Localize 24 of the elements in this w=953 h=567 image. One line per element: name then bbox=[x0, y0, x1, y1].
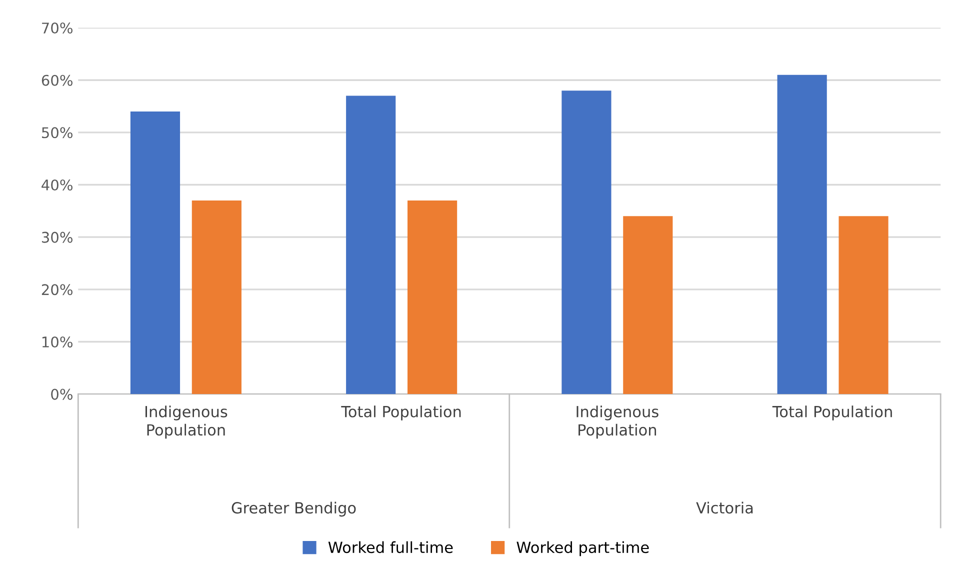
x-tick-label: Indigenous Population bbox=[576, 406, 658, 439]
text: Victoria bbox=[696, 502, 753, 514]
y-tick-label: 70% bbox=[42, 22, 72, 34]
legend-label: Worked part-time bbox=[516, 541, 649, 556]
x-tick-label: Total Population bbox=[341, 406, 461, 420]
bar bbox=[562, 90, 612, 394]
y-tick-label: 20% bbox=[42, 284, 72, 296]
y-tick-label: 60% bbox=[42, 74, 72, 86]
bar bbox=[623, 216, 673, 394]
y-tick-label: 40% bbox=[42, 179, 72, 191]
legend-label: Worked full-time bbox=[328, 541, 453, 554]
bar bbox=[346, 96, 396, 394]
x-tick-label: Total Population bbox=[772, 406, 892, 420]
y-tick-label: 50% bbox=[42, 127, 72, 138]
y-tick-label: 10% bbox=[42, 336, 72, 348]
x-tick-label: Indigenous Population bbox=[146, 406, 228, 439]
y-tick-label: 0% bbox=[51, 388, 72, 400]
bar bbox=[192, 200, 242, 394]
bar bbox=[130, 112, 180, 394]
bar bbox=[408, 200, 458, 394]
text: Greater Bendigo bbox=[232, 502, 356, 517]
bar bbox=[838, 216, 888, 394]
y-tick-label: 30% bbox=[42, 232, 72, 243]
bar bbox=[777, 74, 827, 394]
